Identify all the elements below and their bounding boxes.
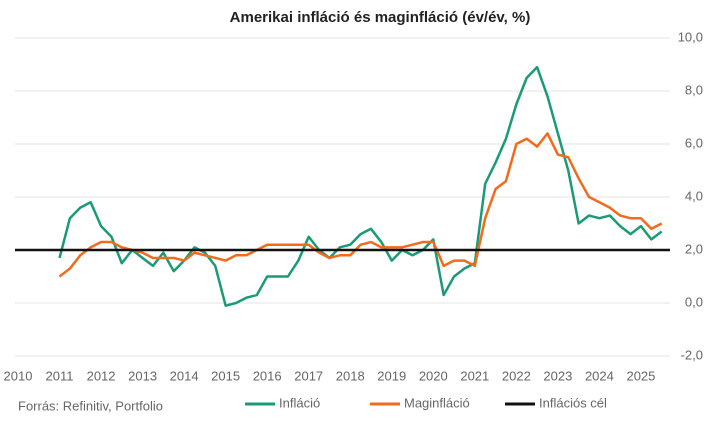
x-tick-label: 2019 bbox=[377, 368, 406, 383]
x-tick-label: 2014 bbox=[170, 368, 199, 383]
x-tick-label: 2012 bbox=[87, 368, 116, 383]
y-tick-label: 0,0 bbox=[685, 294, 703, 309]
x-tick-label: 2015 bbox=[211, 368, 240, 383]
series-line bbox=[58, 65, 663, 307]
x-tick-label: 2013 bbox=[128, 368, 157, 383]
y-tick-label: 4,0 bbox=[685, 188, 703, 203]
y-tick-label: 10,0 bbox=[678, 29, 703, 44]
y-tick-label: 6,0 bbox=[685, 135, 703, 150]
x-tick-label: 2010 bbox=[4, 368, 33, 383]
legend-label: Inflációs cél bbox=[539, 395, 607, 410]
chart-title: Amerikai infláció és maginfláció (év/év,… bbox=[230, 9, 531, 26]
y-tick-label: 8,0 bbox=[685, 82, 703, 97]
x-tick-label: 2023 bbox=[543, 368, 572, 383]
series-line bbox=[58, 132, 663, 278]
x-tick-label: 2011 bbox=[46, 368, 74, 383]
legend-label: Infláció bbox=[279, 395, 320, 410]
x-tick-label: 2025 bbox=[626, 368, 655, 383]
legend-label: Maginfláció bbox=[404, 395, 470, 410]
x-tick-label: 2018 bbox=[336, 368, 365, 383]
x-tick-label: 2016 bbox=[253, 368, 282, 383]
x-tick-label: 2022 bbox=[502, 368, 531, 383]
y-tick-label: 2,0 bbox=[685, 241, 703, 256]
source: Forrás: Refinitiv, Portfolio bbox=[18, 398, 163, 413]
y-tick-label: -2,0 bbox=[681, 347, 703, 362]
x-tick-label: 2020 bbox=[419, 368, 448, 383]
x-tick-label: 2017 bbox=[294, 368, 323, 383]
x-tick-label: 2024 bbox=[585, 368, 614, 383]
x-tick-label: 2021 bbox=[460, 368, 489, 383]
